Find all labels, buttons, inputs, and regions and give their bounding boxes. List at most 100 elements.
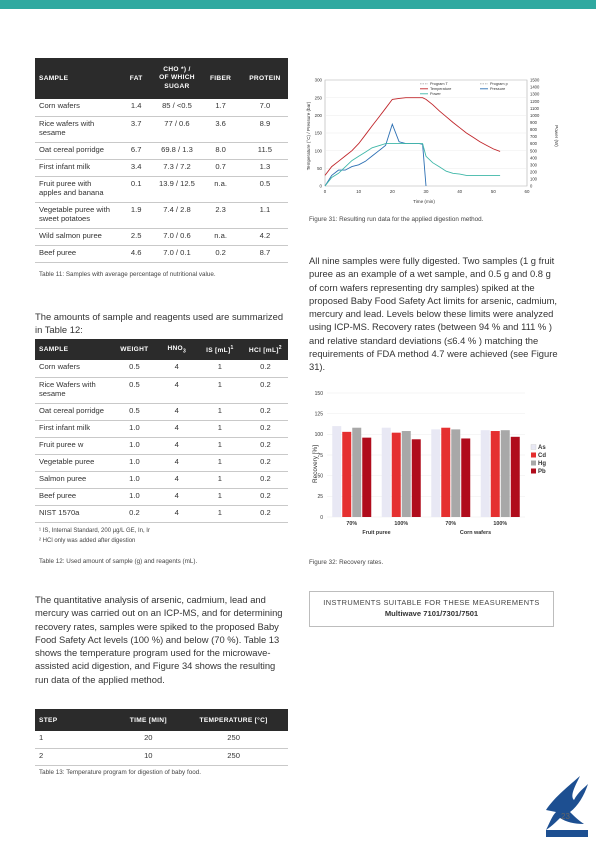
x-tick-label: 20 — [390, 189, 395, 194]
y-axis-label-left: Temperature (°C) / Pressure (bar) — [306, 101, 311, 170]
y-right-tick-label: 1400 — [530, 85, 540, 90]
x-axis-label: Time (min) — [413, 199, 435, 204]
x-group-label: Fruit puree — [362, 530, 390, 536]
legend-entry: Program T — [430, 82, 449, 86]
legend-swatch — [531, 468, 536, 474]
legend-entry: Program p — [490, 82, 508, 86]
table-row: 1 20 250 — [35, 731, 288, 749]
col-header-fat: FAT — [117, 58, 155, 99]
table12-footnote-1: ¹ IS, Internal Standard, 200 µg/L GE, In… — [39, 528, 150, 534]
instruments-box: INSTRUMENTS SUITABLE FOR THESE MEASUREME… — [309, 591, 554, 627]
paragraph-amounts: The amounts of sample and reagents used … — [35, 311, 284, 336]
col-header-hno3: HNO3 — [156, 339, 197, 360]
y-tick-label: 50 — [317, 473, 323, 479]
x-tick-label: 70% — [346, 521, 357, 527]
x-tick-label: 100% — [493, 521, 507, 527]
legend-entry: Pressure — [490, 87, 505, 91]
table-row: Salmon puree 1.0 4 1 0.2 — [35, 471, 288, 489]
legend-entry: Pb — [538, 469, 546, 475]
table12-footnote-2: ² HCl only was added after digestion — [39, 538, 136, 544]
paragraph-quantitative: The quantitative analysis of arsenic, ca… — [35, 594, 283, 685]
table-row: Corn wafers 0.5 4 1 0.2 — [35, 360, 288, 378]
instruments-value: Multiwave 7101/7301/7501 — [384, 609, 479, 618]
bar-hg — [500, 430, 510, 517]
legend-entry: Cd — [538, 453, 546, 459]
bar-cd — [342, 431, 352, 517]
x-tick-label: 0 — [324, 189, 327, 194]
bar-as — [480, 430, 490, 517]
x-tick-label: 30 — [424, 189, 429, 194]
table11-caption: Table 11: Samples with average percentag… — [39, 271, 216, 278]
figure-32-recovery-chart: Recovery [%] 0 25 50 75 100 125 150 70% 100% 70% 1… — [312, 391, 546, 536]
table-row: Oat cereal porridge 0.5 4 1 0.2 — [35, 403, 288, 421]
table-row: Vegetable puree 1.0 4 1 0.2 — [35, 454, 288, 472]
x-tick-label: 50 — [491, 189, 496, 194]
legend-entry: Hg — [538, 461, 546, 467]
table-row: Beef puree 1.0 4 1 0.2 — [35, 488, 288, 506]
table-temperature-program: STEP TIME [min] TEMPERATURE [°C] 1 20 250 … — [35, 709, 288, 766]
x-tick-label: 40 — [457, 189, 462, 194]
x-tick-label: 10 — [356, 189, 361, 194]
bird-logo-icon — [546, 776, 588, 837]
bar-hg — [401, 431, 411, 517]
x-tick-label: 60 — [525, 189, 530, 194]
table-row: Fruit puree with apples and banana 0.1 13.… — [35, 176, 288, 203]
series-line-power — [324, 143, 501, 187]
y-tick-label: 0 — [320, 515, 323, 521]
y-tick-label: 200 — [315, 113, 323, 118]
y-tick-label: 50 — [317, 166, 322, 171]
col-header-temperature: TEMPERATURE [°C] — [179, 709, 288, 731]
table-row: Beef puree 4.6 7.0 / 0.1 0.2 8.7 — [35, 245, 288, 263]
paragraph-digested: All nine samples were fully digested. Tw… — [309, 255, 558, 373]
y-right-tick-label: 200 — [530, 169, 538, 174]
y-right-tick-label: 1300 — [530, 92, 540, 97]
y-tick-label: 300 — [315, 78, 323, 83]
bar-as — [332, 426, 342, 517]
x-tick-label: 100% — [394, 521, 408, 527]
y-tick-label: 250 — [315, 95, 323, 100]
y-right-tick-label: 900 — [530, 120, 538, 125]
table-row: Rice Wafers with sesame 0.5 4 1 0.2 — [35, 377, 288, 404]
table-row: Fruit puree w 1.0 4 1 0.2 — [35, 437, 288, 455]
table13-caption: Table 13: Temperature program for digest… — [39, 769, 201, 776]
bar-hg — [352, 427, 362, 517]
table-row: First infant milk 1.0 4 1 0.2 — [35, 420, 288, 438]
y-tick-label: 100 — [315, 148, 323, 153]
bar-pb — [411, 439, 421, 517]
y-axis-label-right: Power (W) — [554, 125, 559, 147]
col-header-weight: WEIGHT — [112, 339, 157, 360]
bar-cd — [490, 431, 500, 517]
y-tick-label: 125 — [315, 411, 324, 417]
col-header-sample: SAMPLE — [35, 339, 113, 360]
bar-as — [431, 429, 441, 517]
y-right-tick-label: 300 — [530, 162, 538, 167]
page-number: 23 — [561, 812, 570, 821]
col-header-sample: SAMPLE — [35, 58, 118, 99]
col-header-step: STEP — [35, 709, 118, 731]
instruments-title: INSTRUMENTS SUITABLE FOR THESE MEASUREME… — [323, 598, 540, 607]
legend-swatch — [531, 460, 536, 466]
y-right-tick-label: 100 — [530, 177, 538, 182]
bar-cd — [391, 432, 401, 517]
y-axis-label: Recovery [%] — [312, 445, 319, 483]
table12-caption: Table 12: Used amount of sample (g) and … — [39, 558, 198, 565]
y-tick-label: 0 — [320, 184, 323, 189]
y-right-tick-label: 1000 — [530, 113, 540, 118]
y-right-tick-label: 600 — [530, 141, 538, 146]
x-group-label: Corn wafers — [460, 530, 491, 536]
figure-31-run-data-chart: Temperature (°C) / Pressure (bar) Power … — [306, 78, 559, 204]
y-right-tick-label: 400 — [530, 155, 538, 160]
col-header-time: TIME [min] — [117, 709, 180, 731]
table-row: Wild salmon puree 2.5 7.0 / 0.6 n.a. 4.2 — [35, 228, 288, 246]
col-header-is: IS [mL]1 — [196, 339, 243, 360]
bar-as — [381, 427, 391, 517]
col-header-hcl: HCl [mL]2 — [242, 339, 288, 360]
legend-swatch — [530, 444, 537, 450]
table-row: Corn wafers 1.4 85 / <0.5 1.7 7.0 — [35, 99, 288, 117]
table-nutrition: SAMPLE FAT CHO *) / OF WHICH SUGAR FIBER… — [35, 58, 288, 263]
table-row: Rice wafers with sesame 3.7 77 / 0.6 3.6 8.9 — [35, 116, 288, 143]
table-row: 2 10 250 — [35, 748, 288, 766]
legend-entry: Temperature — [430, 87, 451, 91]
bar-pb — [461, 438, 471, 517]
bar-pb — [362, 437, 372, 517]
